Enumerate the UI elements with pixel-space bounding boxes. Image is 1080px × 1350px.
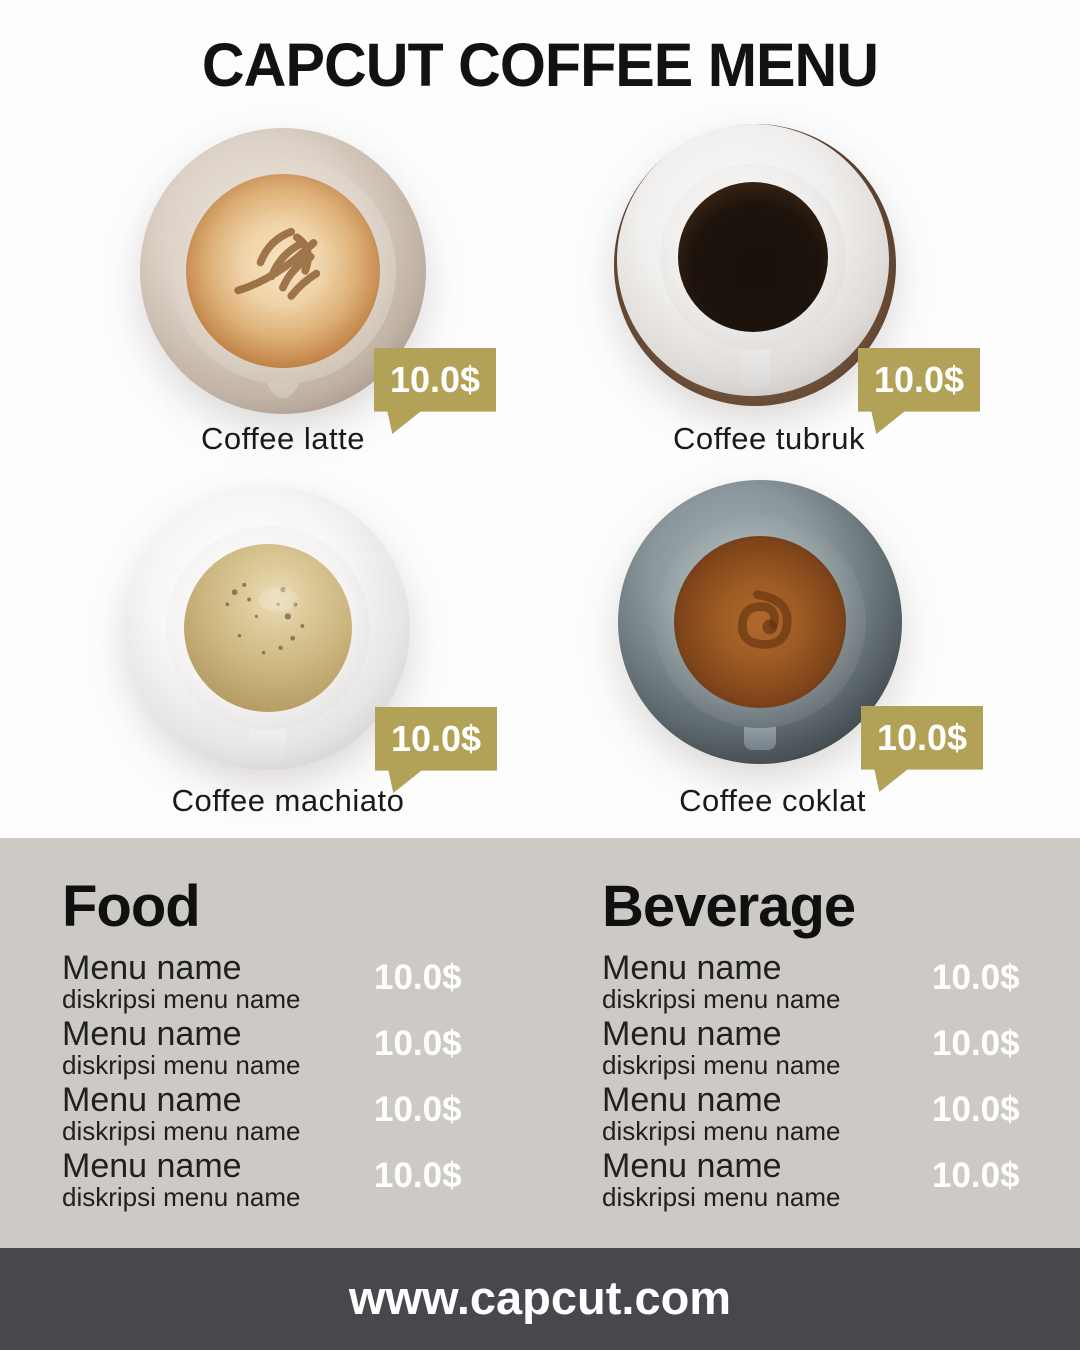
coffee-surface [186,174,380,368]
menu-item-price: 10.0$ [932,958,1020,997]
coffee-surface [184,544,352,712]
menu-item: Menu name diskripsi menu name 10.0$ [602,1082,1034,1144]
coffee-surface [678,182,828,332]
coffee-coklat-image [618,480,902,764]
menu-item: Menu name diskripsi menu name 10.0$ [62,1016,482,1078]
menu-item-name: Menu name [62,1015,242,1054]
price-label: 10.0$ [390,718,482,759]
menu-item-name: Menu name [62,1147,242,1186]
menu-item-price: 10.0$ [374,1090,462,1130]
menu-item-description: diskripsi menu name [602,1116,841,1147]
menu-item-description: diskripsi menu name [602,984,841,1015]
menu-item: Menu name diskripsi menu name 10.0$ [62,1148,482,1210]
price-tag: 10.0$ [861,706,983,792]
menu-item-price: 10.0$ [374,1156,462,1196]
price-label: 10.0$ [876,717,968,758]
price-label: 10.0$ [389,359,481,400]
menu-item-description: diskripsi menu name [602,1182,841,1213]
menu-item-description: diskripsi menu name [62,984,301,1015]
coffee-latte-image [140,128,426,414]
price-tag: 10.0$ [858,348,980,434]
menu-item: Menu name diskripsi menu name 10.0$ [602,1016,1034,1078]
menu-item-price: 10.0$ [374,1024,462,1064]
menu-item-description: diskripsi menu name [62,1050,301,1081]
menu-item-price: 10.0$ [374,958,462,997]
section-heading-beverage: Beverage [602,874,856,939]
price-label: 10.0$ [873,359,965,400]
menu-panel: Food Menu name diskripsi menu name 10.0$… [0,838,1080,1248]
menu-item-description: diskripsi menu name [602,1050,841,1081]
menu-item-price: 10.0$ [932,1156,1020,1196]
price-tag: 10.0$ [374,348,496,434]
crema-speckles [225,582,304,654]
menu-item-name: Menu name [602,1015,782,1054]
price-tag: 10.0$ [375,707,497,793]
latte-art-fern-icon [234,228,321,300]
section-heading-food: Food [62,874,201,939]
product-name: Coffee coklat [679,783,866,818]
menu-item-name: Menu name [602,1081,782,1120]
page-title: CAPCUT COFFEE MENU [201,31,879,99]
menu-item-name: Menu name [602,949,782,987]
menu-item: Menu name diskripsi menu name 10.0$ [62,1082,482,1144]
product-name: Coffee machiato [171,783,405,818]
menu-item-name: Menu name [62,949,242,987]
beverage-section: Beverage Menu name diskripsi menu name 1… [602,878,1034,1214]
menu-item-price: 10.0$ [932,1090,1020,1130]
menu-item: Menu name diskripsi menu name 10.0$ [602,950,1034,1012]
coffee-tubruk-image [614,124,896,406]
menu-item-name: Menu name [62,1081,242,1120]
menu-item: Menu name diskripsi menu name 10.0$ [62,950,482,1012]
footer-bar: www.capcut.com [0,1248,1080,1350]
menu-item-name: Menu name [602,1147,782,1186]
product-name: Coffee latte [201,421,365,456]
website-url: www.capcut.com [348,1270,732,1324]
coffee-machiato-image [126,486,410,770]
crema-swirl-icon [738,590,792,649]
product-name: Coffee tubruk [672,421,866,456]
menu-item: Menu name diskripsi menu name 10.0$ [602,1148,1034,1210]
menu-item-price: 10.0$ [932,1024,1020,1064]
food-section: Food Menu name diskripsi menu name 10.0$… [62,878,482,1214]
menu-item-description: diskripsi menu name [62,1116,301,1147]
menu-item-description: diskripsi menu name [62,1182,301,1213]
coffee-surface [674,536,846,708]
